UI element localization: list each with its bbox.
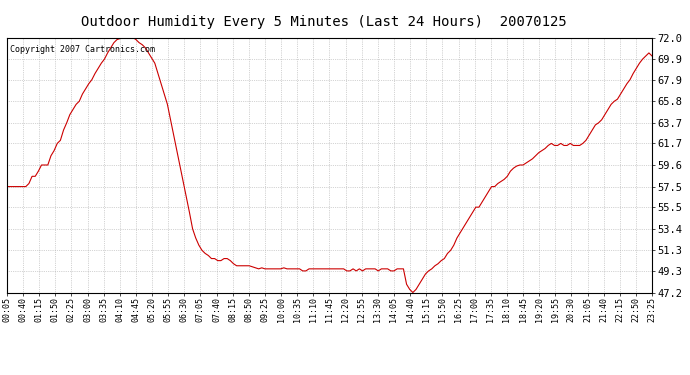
Text: Copyright 2007 Cartronics.com: Copyright 2007 Cartronics.com <box>10 45 155 54</box>
Text: Outdoor Humidity Every 5 Minutes (Last 24 Hours)  20070125: Outdoor Humidity Every 5 Minutes (Last 2… <box>81 15 567 29</box>
